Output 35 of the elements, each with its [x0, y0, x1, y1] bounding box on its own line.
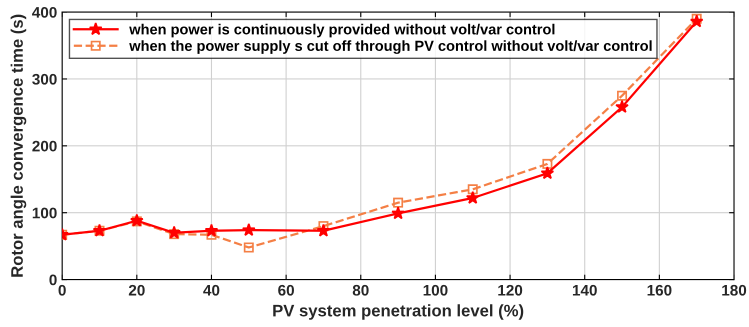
x-tick-label: 0 — [58, 284, 66, 296]
point — [540, 166, 554, 180]
point — [167, 226, 181, 239]
y-tick-label: 200 — [32, 140, 57, 152]
y-tick-label: 0 — [49, 274, 57, 286]
y-tick-label: 100 — [32, 208, 57, 218]
point — [468, 184, 478, 194]
y-axis-title: Rotor angle convergence time (s) — [10, 14, 26, 277]
point — [130, 214, 144, 227]
point — [244, 242, 254, 252]
point — [617, 90, 628, 101]
x-tick-label: 60 — [278, 284, 294, 296]
point — [242, 223, 256, 236]
x-tick-label: 100 — [424, 284, 448, 296]
legend-label: when power is continuously provided without volt/var control — [129, 24, 554, 38]
x-tick-label: 160 — [648, 284, 672, 296]
point — [692, 14, 702, 24]
x-tick-label: 120 — [498, 284, 522, 296]
x-axis-title: PV system penetration level (%) — [273, 304, 524, 320]
y-tick-label: 300 — [32, 74, 57, 85]
x-tick-label: 20 — [128, 284, 145, 296]
y-tick-label: 400 — [32, 6, 57, 18]
point — [615, 100, 629, 113]
point — [542, 158, 552, 169]
legend-label: when the power supply s cut off through PV control without volt/var control — [129, 40, 652, 54]
x-tick-label: 140 — [572, 284, 597, 296]
x-tick-label: 180 — [722, 284, 746, 296]
point — [204, 224, 218, 237]
point — [393, 198, 404, 208]
point — [466, 190, 480, 204]
point — [690, 14, 704, 28]
x-tick-label: 80 — [352, 284, 369, 296]
x-tick-label: 40 — [203, 284, 220, 296]
point — [391, 206, 405, 220]
point — [316, 224, 330, 237]
